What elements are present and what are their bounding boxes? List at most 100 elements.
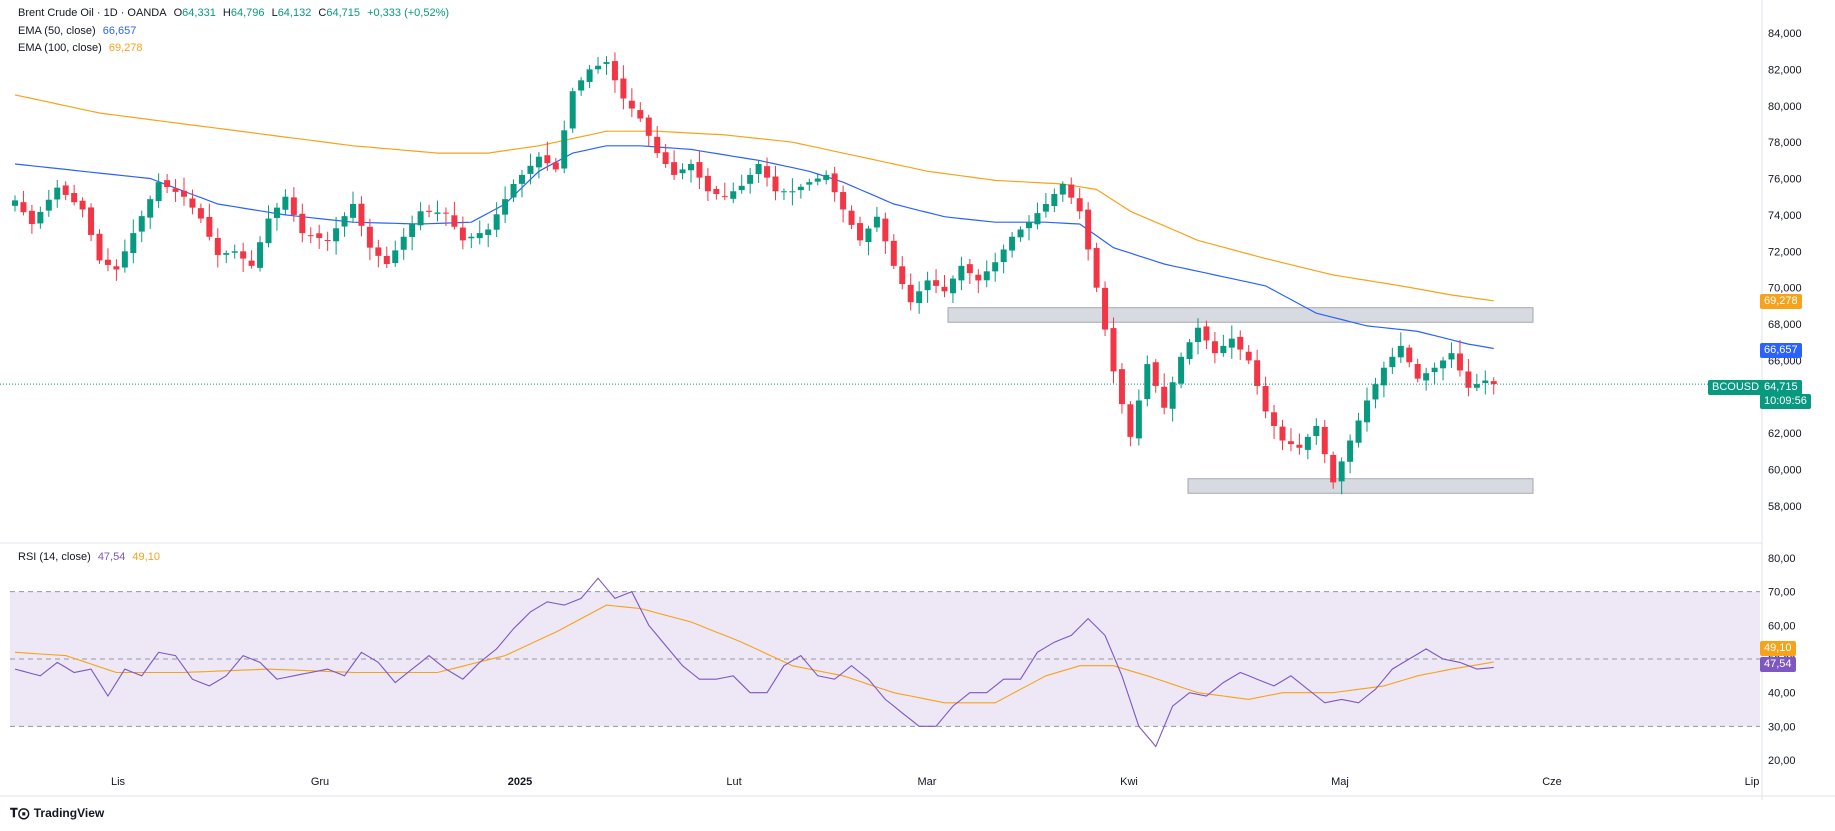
time-tick-label: 2025 [508, 776, 532, 788]
symbol-legend: Brent Crude Oil · 1D · OANDA O64,331 H64… [18, 7, 453, 19]
price-tick-label: 66,000 [1768, 355, 1802, 367]
candle-body [1068, 184, 1075, 198]
support-resistance-zones [947, 307, 1534, 494]
ema50-path [14, 145, 1494, 350]
rsi-price-label: 47,54 [1760, 657, 1796, 672]
candle-body [257, 242, 264, 268]
candle-body [1440, 360, 1447, 369]
candle-body [104, 259, 111, 265]
candle-body [586, 69, 593, 82]
candle-body [1144, 364, 1151, 400]
candle-body [409, 224, 416, 237]
rsi-path [14, 577, 1494, 748]
candle-body [1279, 426, 1286, 441]
candle-body [662, 152, 669, 164]
candle-body [62, 185, 69, 195]
candle-body [696, 162, 703, 178]
time-tick-label: Maj [1331, 776, 1349, 788]
price-tick-label: 84,000 [1768, 28, 1802, 40]
candle-body [704, 175, 711, 192]
candle-body [848, 210, 855, 225]
candle-body [730, 191, 737, 199]
candle-body [671, 162, 678, 175]
candle-body [983, 271, 990, 281]
time-tick-label: Cze [1542, 776, 1562, 788]
time-tick-label: Mar [918, 776, 937, 788]
price-tick-label: 68,000 [1768, 319, 1802, 331]
rsi-ma-path [14, 604, 1494, 704]
candle-body [1321, 426, 1328, 455]
ema50-legend[interactable]: EMA (50, close) 66,657 [18, 25, 140, 37]
candle-body [1085, 209, 1092, 250]
candle-body [417, 211, 424, 226]
candle-body [772, 176, 779, 192]
candle-body [628, 100, 635, 109]
candle-body [164, 180, 171, 188]
candle-body [12, 200, 18, 206]
time-tick-label: Lis [111, 776, 126, 788]
time-tick-label: Lip [1745, 776, 1760, 788]
candle-body [307, 235, 314, 237]
candle-body [713, 189, 720, 195]
candle-body [949, 278, 956, 294]
candle-body [20, 202, 27, 213]
candle-body [1347, 440, 1354, 462]
candle-body [645, 117, 652, 136]
candle-body [426, 210, 433, 212]
tradingview-logo-icon: 𝐓⨀ [10, 806, 30, 820]
ema50-price-label: 66,657 [1760, 343, 1802, 358]
candle-body [561, 130, 568, 169]
candle-body [1271, 412, 1278, 426]
candle-body [1203, 326, 1210, 341]
candle-body [1389, 356, 1396, 368]
price-tick-label: 62,000 [1768, 428, 1802, 440]
candle-body [375, 247, 382, 256]
candle-body [197, 208, 204, 219]
time-tick-label: Lut [726, 776, 741, 788]
rsi-legend[interactable]: RSI (14, close) 47,54 49,10 [18, 551, 164, 563]
candle-body [569, 91, 576, 129]
countdown-label: 10:09:56 [1760, 394, 1811, 409]
ema100-legend[interactable]: EMA (100, close) 69,278 [18, 42, 146, 54]
low-label: L [271, 7, 278, 19]
candle-body [1228, 338, 1235, 348]
candle-body [1262, 386, 1269, 412]
candle-body [1465, 371, 1472, 388]
candle-body [147, 199, 154, 218]
tradingview-brand[interactable]: 𝐓⨀ TradingView [10, 806, 104, 821]
candle-body [1313, 425, 1320, 437]
candle-body [231, 251, 238, 253]
candle-body [1102, 287, 1109, 330]
candle-body [1026, 222, 1032, 229]
price-tick-label: 80,000 [1768, 101, 1802, 113]
candle-body [1169, 382, 1176, 409]
candle-body [1304, 436, 1311, 450]
candle-body [1135, 400, 1142, 439]
symbol-tag: BCOUSD [1708, 380, 1764, 395]
candle-body [603, 62, 610, 64]
candle-body [1254, 360, 1261, 386]
open-label: O [173, 7, 183, 19]
candle-body [1042, 204, 1049, 212]
candle-body [924, 280, 931, 291]
candle-body [941, 286, 948, 292]
candle-body [755, 163, 762, 175]
candle-body [1118, 369, 1125, 405]
candle-body [350, 204, 356, 218]
ema100-path [14, 94, 1494, 302]
candle-body [366, 226, 373, 248]
candle-body [189, 198, 196, 208]
last-price-label: 64,715 [1760, 380, 1802, 395]
price-tick-label: 60,000 [1768, 465, 1802, 477]
candle-body [1473, 384, 1480, 388]
close-value: 64,715 [326, 7, 361, 19]
candle-body [857, 223, 863, 241]
candle-body [789, 191, 796, 193]
candle-body [510, 183, 517, 198]
candle-body [764, 166, 771, 178]
candle-body [113, 266, 120, 270]
candle-body [442, 212, 449, 214]
candle-body [358, 203, 365, 226]
candle-body [1093, 248, 1100, 288]
